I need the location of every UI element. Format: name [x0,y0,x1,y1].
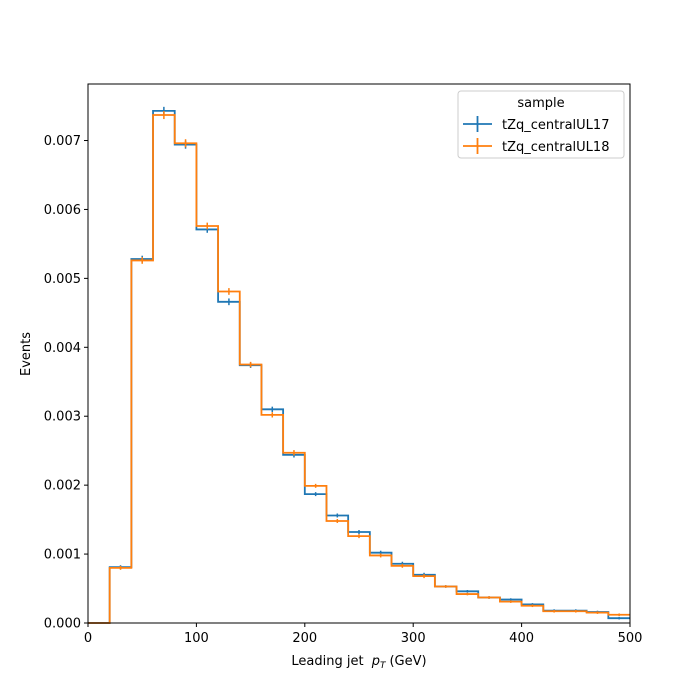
legend-entries: tZq_centralUL17 tZq_centralUL18 [463,116,609,155]
series-tZq_centralUL18 [88,110,630,624]
x-tick-label: 200 [292,631,317,646]
x-axis-label-var: p [371,654,380,669]
x-tick-label: 400 [509,631,534,646]
legend: sample tZq_centralUL17 tZq_centralUL18 [457,90,625,159]
x-tick-label: 0 [84,631,92,646]
legend-label: tZq_centralUL17 [502,118,609,133]
legend-title: sample [517,96,564,111]
plot-frame [87,83,631,624]
y-tick-label: 0.002 [44,479,81,494]
x-axis-label-sub: T [380,661,387,671]
series-step-line [88,114,630,624]
legend-box [457,90,625,159]
legend-entry: tZq_centralUL17 [463,116,609,133]
y-tick-label: 0.004 [44,341,81,356]
x-axis-label-main: Leading jet [291,654,367,669]
x-axis-label: Leading jet pT (GeV) [291,654,426,671]
x-tick-label: 500 [618,631,643,646]
series-step-line [88,109,630,624]
series-layer [88,106,630,624]
legend-label: tZq_centralUL18 [502,140,609,155]
y-tick-label: 0.000 [44,617,81,632]
y-axis-label: Events [19,332,34,376]
x-tick-label: 300 [401,631,426,646]
y-tick-label: 0.003 [44,410,81,425]
x-axis-label-unit: (GeV) [389,654,426,669]
series-tZq_centralUL17 [88,106,630,624]
x-tick-label: 100 [184,631,209,646]
y-tick-label: 0.005 [44,272,81,287]
y-tick-label: 0.006 [44,203,81,218]
y-tick-label: 0.001 [44,548,81,563]
legend-entry: tZq_centralUL18 [463,138,609,155]
ticks-layer: 0 100 200 300 400 500 0.000 0.001 0.002 0.003 0.00… [44,134,643,646]
y-tick-label: 0.007 [44,134,81,149]
